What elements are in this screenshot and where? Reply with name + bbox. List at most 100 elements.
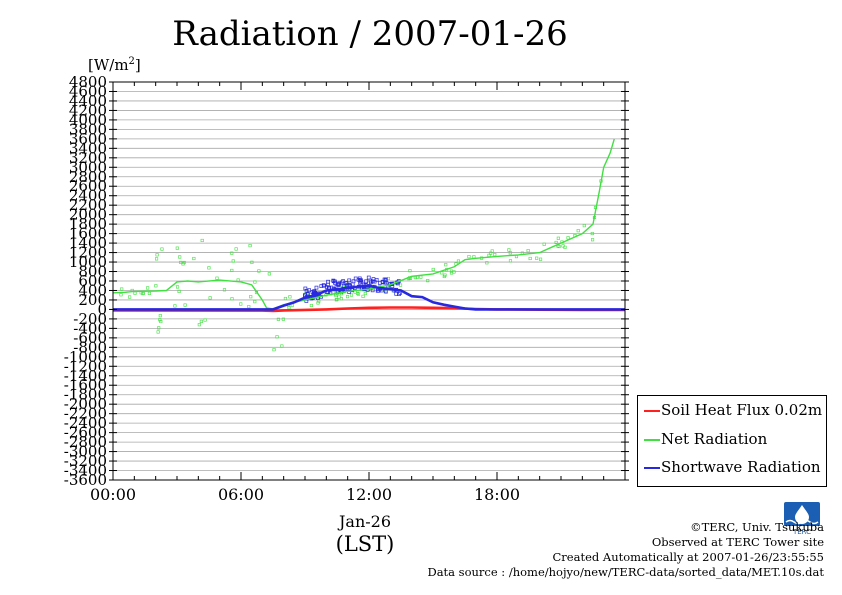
credits-line-3: Created Automatically at 2007-01-26/23:5… (552, 550, 825, 564)
net-radiation-sample (345, 295, 350, 299)
y-tick-label: -2000 (64, 395, 107, 413)
y-tick-label: 2400 (69, 187, 107, 205)
net-radiation-sample (334, 293, 338, 298)
terc-logo: TERC (784, 502, 820, 536)
y-tick-label: -2800 (64, 433, 107, 451)
net-radiation-sample (199, 319, 203, 323)
y-tick-label: 2200 (69, 196, 107, 214)
net-radiation-sample (490, 249, 494, 253)
net-radiation-sample (257, 269, 261, 273)
net-radiation-sample (178, 255, 182, 259)
net-radiation-sample (181, 262, 185, 266)
legend-label-shortwave-radiation: Shortwave Radiation (661, 458, 821, 476)
net-radiation-sample (173, 304, 177, 308)
net-radiation-sample (119, 293, 123, 297)
net-radiation-sample (443, 273, 447, 277)
credits: ©TERC, Univ. Tsukuba Observed at TERC To… (427, 520, 824, 580)
y-tick-label: 3800 (69, 120, 107, 138)
legend: Soil Heat Flux 0.02m Net Radiation Short… (637, 395, 827, 487)
grid-lines (113, 81, 625, 481)
legend-item-net-radiation: Net Radiation (638, 429, 826, 451)
y-tick-label: 3600 (69, 130, 107, 148)
net-radiation-sample (539, 257, 543, 261)
legend-swatch-shortwave-radiation (644, 467, 660, 469)
y-tick-label: 200 (78, 291, 107, 309)
net-radiation-sample (160, 247, 164, 251)
y-tick-label: -3600 (64, 471, 107, 489)
logo-text: TERC (792, 528, 811, 536)
net-radiation-sample (146, 286, 150, 290)
shortwave-sample (358, 278, 363, 283)
series-line-2 (113, 284, 625, 311)
net-radiation-sample (566, 236, 570, 240)
y-tick-label: 400 (78, 281, 107, 299)
net-radiation-sample (408, 269, 412, 273)
net-radiation-sample (528, 256, 532, 261)
net-radiation-sample (590, 231, 594, 236)
net-radiation-sample (337, 295, 341, 299)
net-radiation-sample (183, 303, 187, 307)
net-radiation-sample (431, 267, 435, 272)
y-axis-unit-label: [W/m2] (88, 56, 141, 74)
net-radiation-sample (335, 297, 339, 302)
net-radiation-sample (175, 246, 179, 250)
x-tick-label: 18:00 (474, 485, 520, 504)
y-tick-label: -1400 (64, 367, 107, 385)
shortwave-sample (369, 280, 373, 285)
y-tick-label: 3000 (69, 158, 107, 176)
net-radiation-sample (239, 302, 243, 306)
net-radiation-sample (419, 275, 423, 279)
y-tick-label: 800 (78, 263, 107, 281)
x-tick-label: 12:00 (346, 485, 392, 504)
x-tick-label: 06:00 (218, 485, 264, 504)
y-tick-label: -400 (73, 319, 107, 337)
net-radiation-sample (287, 306, 291, 310)
net-radiation-sample (556, 236, 560, 240)
net-radiation-sample (234, 247, 238, 251)
shortwave-sample (341, 279, 345, 283)
legend-label-soil-heat-flux: Soil Heat Flux 0.02m (661, 401, 823, 419)
net-radiation-sample (155, 253, 159, 257)
net-radiation-sample (158, 314, 162, 318)
net-radiation-sample (133, 291, 137, 295)
shortwave-sample (372, 279, 377, 284)
chart-title: Radiation / 2007-01-26 (172, 14, 568, 54)
net-radiation-sample (250, 260, 254, 264)
net-radiation-sample (208, 296, 212, 300)
net-radiation-sample (542, 242, 546, 246)
unit-prefix: [W/m (88, 56, 129, 74)
net-radiation-sample (275, 335, 279, 339)
net-radiation-sample (192, 256, 196, 261)
net-radiation-sample (452, 270, 456, 274)
net-radiation-sample (247, 305, 251, 309)
net-radiation-sample (493, 253, 497, 257)
y-tick-label: -1000 (64, 348, 107, 366)
y-tick-label: 3400 (69, 139, 107, 157)
net-radiation-sample (203, 318, 207, 322)
y-tick-label: -600 (73, 329, 107, 347)
shortwave-sample (347, 278, 352, 283)
net-radiation-sample (485, 261, 489, 265)
x-tick-label: 00:00 (90, 485, 136, 504)
shortwave-sample (390, 284, 395, 289)
net-radiation-sample (159, 320, 163, 324)
legend-label-net-radiation: Net Radiation (661, 430, 768, 448)
legend-swatch-soil-heat-flux (644, 410, 660, 412)
y-tick-label: 4000 (69, 111, 107, 129)
net-radiation-sample (120, 287, 124, 291)
net-radiation-sample (563, 245, 567, 249)
net-radiation-sample (177, 289, 181, 293)
net-radiation-sample (272, 348, 276, 352)
net-radiation-sample (526, 249, 530, 253)
y-tick-label: 2800 (69, 168, 107, 186)
y-tick-label: 1200 (69, 244, 107, 262)
net-radiation-sample (147, 291, 151, 295)
net-radiation-sample (349, 293, 354, 297)
net-radiation-sample (361, 294, 365, 298)
net-radiation-sample (444, 263, 448, 267)
net-radiation-sample (230, 268, 234, 272)
credits-line-4: Data source : /home/hojyo/new/TERC-data/… (427, 565, 824, 579)
y-tick-label: -200 (73, 310, 107, 328)
net-radiation-sample (508, 259, 513, 263)
net-radiation-sample (253, 300, 257, 304)
